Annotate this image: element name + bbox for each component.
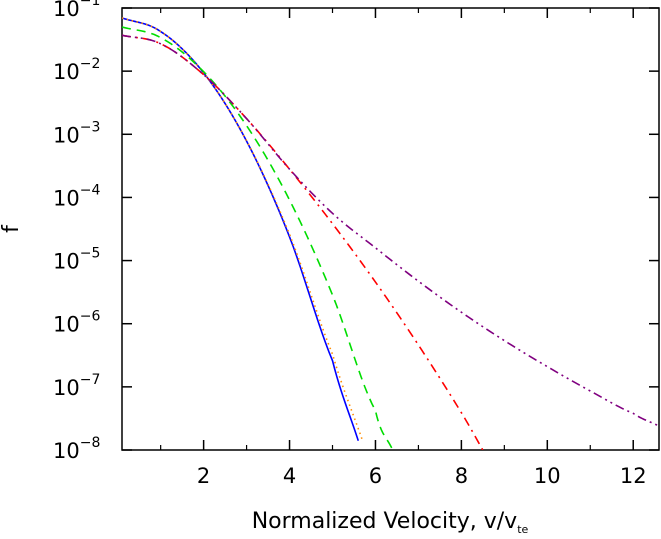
- y-tick-label: 10−4: [53, 182, 100, 210]
- series-line-2: [122, 17, 364, 442]
- series-line-4: [122, 34, 484, 450]
- series-line-1: [122, 17, 360, 442]
- y-tick-label: 10−6: [53, 309, 100, 337]
- axis-ticks: [122, 7, 659, 451]
- y-tick-label: 10−5: [53, 246, 100, 274]
- y-tick-label: 10−7: [53, 372, 100, 400]
- plot-frame: [121, 7, 660, 451]
- x-tick-label: 8: [455, 464, 468, 488]
- x-tick-label: 12: [620, 464, 647, 488]
- x-tick-label: 10: [534, 464, 561, 488]
- y-tick-label: 10−1: [53, 0, 100, 21]
- x-tick-label: 2: [197, 464, 210, 488]
- x-tick-label: 6: [369, 464, 382, 488]
- x-tick-label: 4: [283, 464, 296, 488]
- series-group: [122, 17, 659, 450]
- series-line-3: [122, 26, 394, 450]
- tick-labels: 2 4 6 8 10 12 10−8 10−7 10−6 10−5 10−4 10−3 10−2 10−1: [53, 0, 647, 488]
- x-axis-label-subscript: te: [517, 523, 528, 536]
- y-tick-label: 10−8: [53, 435, 100, 463]
- y-tick-label: 10−2: [53, 56, 100, 84]
- y-tick-label: 10−3: [53, 119, 100, 147]
- series-line-5: [122, 34, 659, 427]
- x-axis-label: Normalized Velocity, v/vte: [252, 509, 529, 536]
- y-axis-label: f: [0, 224, 24, 233]
- x-axis-label-main: Normalized Velocity, v/v: [252, 509, 518, 534]
